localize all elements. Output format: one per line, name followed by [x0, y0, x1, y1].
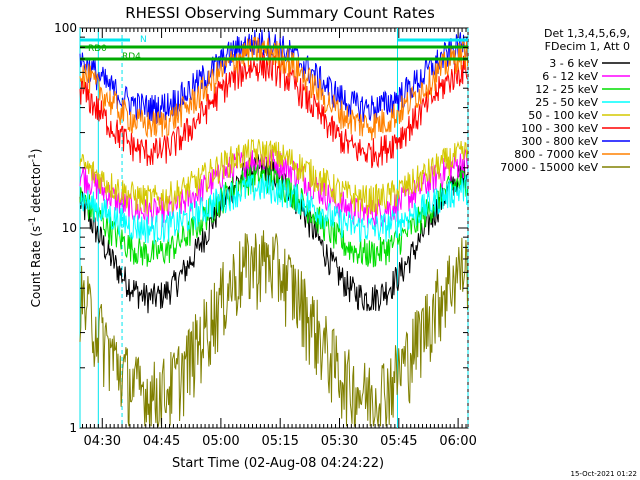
x-tick-label: 05:00: [202, 434, 239, 449]
x-tick-label: 05:45: [380, 434, 417, 449]
y-tick-label: 100: [54, 21, 77, 35]
flag-label: RD4: [122, 52, 141, 62]
legend-label: 12 - 25 keV: [535, 83, 598, 96]
x-axis: 04:30 04:45 05:00 05:15 05:30 05:45 06:00: [82, 28, 477, 449]
series-line: [79, 164, 468, 268]
flag-layer: RD0 RD4 N: [80, 35, 468, 62]
legend-label: 800 - 7000 keV: [514, 148, 598, 161]
x-axis-label: Start Time (02-Aug-08 04:24:22): [172, 456, 384, 471]
y-axis: 1 10 100: [54, 21, 468, 435]
series-line: [79, 230, 468, 427]
legend-label: 7000 - 15000 keV: [500, 161, 598, 174]
series-line: [79, 138, 468, 216]
legend-label: 300 - 800 keV: [521, 135, 598, 148]
y-tick-label: 10: [62, 221, 77, 235]
y-tick-label: 1: [69, 421, 77, 435]
legend-label: 100 - 300 keV: [521, 122, 598, 135]
x-tick-label: 05:30: [321, 434, 358, 449]
flag-label: RD0: [88, 44, 107, 54]
legend-label: 6 - 12 keV: [542, 70, 598, 83]
legend-header-line-1: Det 1,3,4,5,6,9,: [544, 27, 630, 40]
flag-label: N: [140, 35, 147, 45]
series-line: [79, 173, 468, 245]
x-tick-label: 05:15: [261, 434, 298, 449]
legend-header-line-2: FDecim 1, Att 0: [545, 40, 630, 53]
x-tick-label: 04:45: [143, 434, 180, 449]
legend-label: 50 - 100 keV: [528, 109, 598, 122]
legend-label: 3 - 6 keV: [549, 57, 598, 70]
series-line: [79, 154, 468, 314]
series-line: [79, 29, 468, 125]
x-tick-label: 06:00: [439, 434, 476, 449]
legend-label: 25 - 50 keV: [535, 96, 598, 109]
x-tick-label: 04:30: [84, 434, 121, 449]
timestamp: 15-Oct-2021 01:22: [571, 470, 637, 478]
chart-title: RHESSI Observing Summary Count Rates: [125, 4, 435, 22]
series-line: [79, 36, 468, 141]
series-layer: [79, 29, 468, 427]
y-axis-label: Count Rate (s-1 detector-1): [28, 149, 43, 308]
